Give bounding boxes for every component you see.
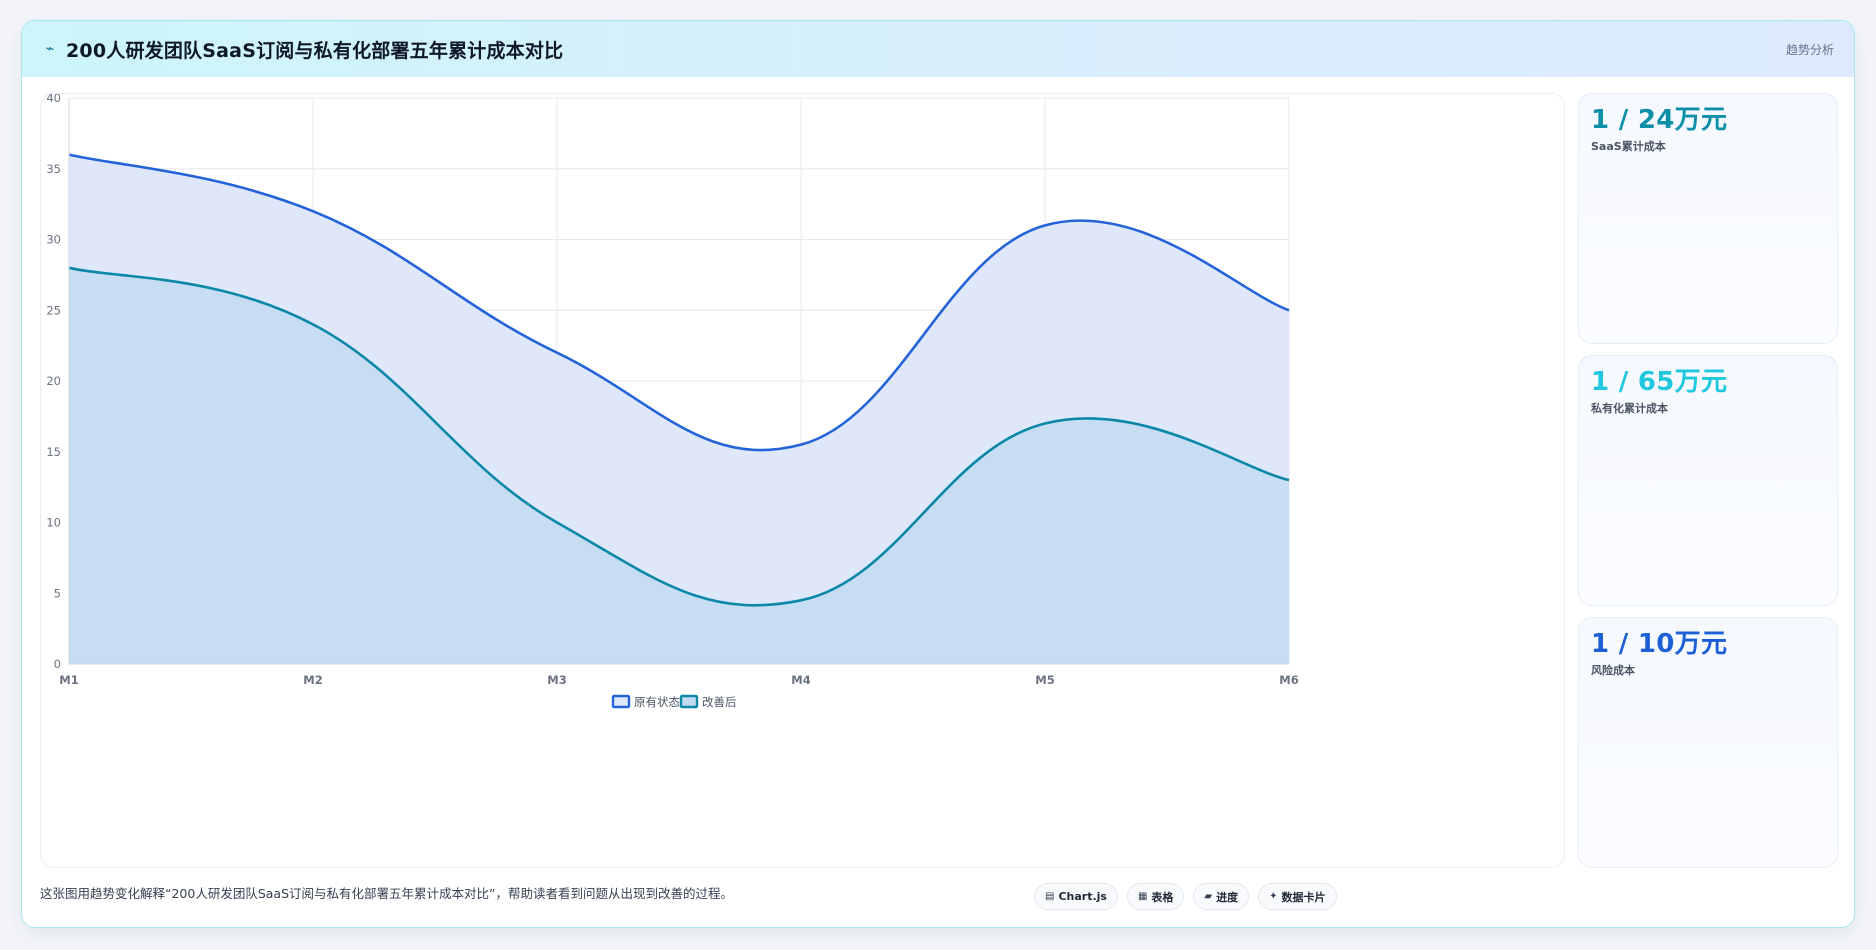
chart-description: 这张图用趋势变化解释“200人研发团队SaaS订阅与私有化部署五年累计成本对比”… [40,886,734,901]
table-icon: ▦ [1137,891,1148,902]
legend-swatch-1 [679,694,699,709]
kpi-card-private: 1 / 65万元 私有化累计成本 [1578,355,1838,606]
x-tick-label: M3 [547,673,566,687]
series-line-0 [68,153,1290,452]
kpi-value: 1 / 24万元 [1591,105,1728,135]
y-tick-label: 20 [46,374,61,388]
kpi-label: 私有化累计成本 [1591,402,1668,415]
chip-label: 进度 [1216,890,1239,904]
x-tick-label: M5 [1035,673,1054,687]
kpi-label: SaaS累计成本 [1591,140,1666,153]
y-tick-label: 15 [46,445,61,459]
chip-label: 表格 [1151,890,1174,904]
area-chart: 0 5 10 15 20 25 30 35 40 M1 M2 M3 M4 M5 M6 原有状态 改善后 [46,94,1298,709]
y-tick-label: 10 [46,516,61,530]
feature-chips: ▤ Chart.js ▦ 表格 ▰ 进度 ✦ 数据卡片 [1034,883,1337,910]
chip-label: 数据卡片 [1281,890,1326,904]
y-tick-label: 35 [46,162,61,176]
legend-label-1: 改善后 [702,695,737,709]
progress-icon: ▰ [1204,891,1213,902]
series-line-1 [68,266,1290,607]
legend-label-0: 原有状态 [634,695,680,709]
chip-label: Chart.js [1058,890,1107,903]
header-title-group: ⌁ 200人研发团队SaaS订阅与私有化部署五年累计成本对比 [42,36,563,63]
page-title: 200人研发团队SaaS订阅与私有化部署五年累计成本对比 [66,39,564,62]
legend-swatch-0 [611,694,631,709]
y-tick-label: 25 [46,303,61,317]
kpi-value: 1 / 10万元 [1591,629,1728,659]
y-tick-label: 40 [46,94,61,105]
chip-progress[interactable]: ▰ 进度 [1193,883,1250,910]
card-header: ⌁ 200人研发团队SaaS订阅与私有化部署五年累计成本对比 趋势分析 [22,21,1854,77]
analysis-tag: 趋势分析 [1785,42,1834,57]
kpi-card-risk: 1 / 10万元 风险成本 [1578,617,1838,868]
y-tick-label: 0 [54,657,61,671]
trend-line-icon: ⌁ [45,41,55,57]
x-tick-label: M4 [791,673,810,687]
chip-table[interactable]: ▦ 表格 [1126,883,1185,910]
y-tick-label: 30 [46,233,61,247]
x-tick-label: M2 [303,673,322,687]
chart-panel: 0 5 10 15 20 25 30 35 40 M1 M2 M3 M4 M5 M6 原有状态 改善后 [40,93,1565,868]
kpi-label: 风险成本 [1591,664,1635,677]
kpi-card-saas: 1 / 24万元 SaaS累计成本 [1578,93,1838,344]
kpi-value: 1 / 65万元 [1591,367,1728,397]
chip-data-card[interactable]: ✦ 数据卡片 [1258,883,1337,910]
y-tick-label: 5 [54,586,61,600]
chart-icon: ▤ [1045,891,1055,902]
chip-chartjs[interactable]: ▤ Chart.js [1034,883,1118,910]
card-icon: ✦ [1269,891,1278,902]
x-tick-label: M1 [59,673,78,687]
x-tick-label: M6 [1279,673,1298,687]
dashboard-card: ⌁ 200人研发团队SaaS订阅与私有化部署五年累计成本对比 趋势分析 0 5 10… [21,20,1855,928]
